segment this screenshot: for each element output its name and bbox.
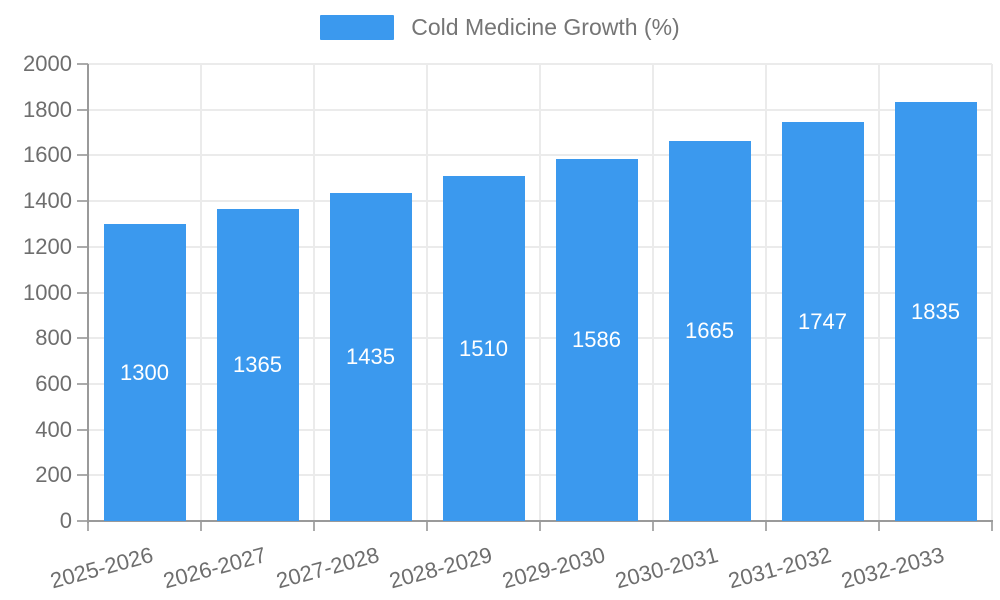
bar-value-label: 1835 [911, 298, 960, 324]
y-axis-tick-label: 400 [35, 416, 72, 442]
bar[interactable]: 1586 [555, 159, 638, 521]
x-axis-tick-label: 2030-2031 [612, 542, 721, 594]
legend: Cold Medicine Growth (%) [0, 14, 1000, 41]
bar[interactable]: 1665 [668, 141, 751, 521]
y-axis-tick [77, 200, 88, 203]
x-axis-tick [991, 521, 993, 531]
x-axis-tick-label: 2029-2030 [499, 542, 608, 594]
x-axis-tick [313, 521, 315, 531]
bar[interactable]: 1435 [329, 193, 412, 521]
y-axis-tick-label: 600 [35, 370, 72, 396]
bar-value-label: 1586 [572, 327, 621, 352]
bar-value-label: 1365 [233, 352, 282, 377]
bar-value-label: 1510 [459, 335, 508, 361]
legend-swatch[interactable] [320, 15, 395, 40]
x-axis-tick [200, 521, 202, 531]
y-axis-tick [77, 291, 88, 294]
x-axis-tick [426, 521, 428, 531]
y-axis-line [87, 64, 89, 523]
gridline-vertical [426, 64, 428, 521]
x-axis-tick [765, 521, 767, 531]
x-axis-tick [652, 521, 654, 531]
y-axis-tick [77, 154, 88, 157]
y-axis-tick-label: 200 [35, 462, 72, 488]
y-axis-tick [77, 245, 88, 248]
y-axis-tick [77, 474, 88, 477]
gridline-vertical [652, 64, 654, 521]
gridline-vertical [878, 64, 880, 521]
x-axis-tick [878, 521, 880, 531]
bar-value-label: 1747 [798, 308, 847, 334]
y-axis-tick-label: 1000 [23, 279, 72, 305]
x-axis-tick-label: 2026-2027 [160, 542, 269, 594]
y-axis-tick-label: 1800 [23, 96, 72, 122]
y-axis-tick-label: 1200 [23, 233, 72, 259]
gridline-vertical [539, 64, 541, 521]
x-axis-tick [539, 521, 541, 531]
gridline-vertical [200, 64, 202, 521]
y-axis-tick [77, 337, 88, 340]
y-axis-tick [77, 63, 88, 65]
bar[interactable]: 1365 [216, 209, 299, 521]
legend-label[interactable]: Cold Medicine Growth (%) [411, 14, 680, 40]
y-axis-tick [77, 108, 88, 111]
bar[interactable]: 1300 [103, 224, 186, 521]
y-axis-tick [77, 520, 88, 522]
x-axis-tick [87, 521, 89, 531]
y-axis-tick-label: 1600 [23, 142, 72, 168]
bar[interactable]: 1835 [894, 102, 977, 521]
y-axis-tick-label: 1400 [23, 188, 72, 214]
x-axis-tick-label: 2031-2032 [725, 542, 834, 594]
y-axis-tick-label: 800 [35, 325, 72, 351]
gridline-vertical [313, 64, 315, 521]
x-axis-tick-label: 2028-2029 [386, 542, 495, 594]
bar[interactable]: 1747 [781, 122, 864, 521]
bar-value-label: 1665 [685, 318, 734, 343]
y-axis-tick [77, 382, 88, 385]
y-axis-tick-label: 2000 [23, 51, 72, 76]
x-axis-tick-label: 2025-2026 [47, 542, 156, 594]
x-axis-line [87, 520, 993, 522]
x-axis-tick-label: 2032-2033 [838, 542, 947, 594]
x-axis-tick-label: 2027-2028 [273, 542, 382, 594]
gridline-vertical [765, 64, 767, 521]
bar-value-label: 1300 [120, 359, 169, 385]
y-axis-tick-label: 0 [59, 508, 72, 533]
bar-value-label: 1435 [346, 344, 395, 369]
gridline-vertical [991, 64, 993, 521]
bar[interactable]: 1510 [442, 176, 525, 521]
y-axis-tick [77, 428, 88, 431]
